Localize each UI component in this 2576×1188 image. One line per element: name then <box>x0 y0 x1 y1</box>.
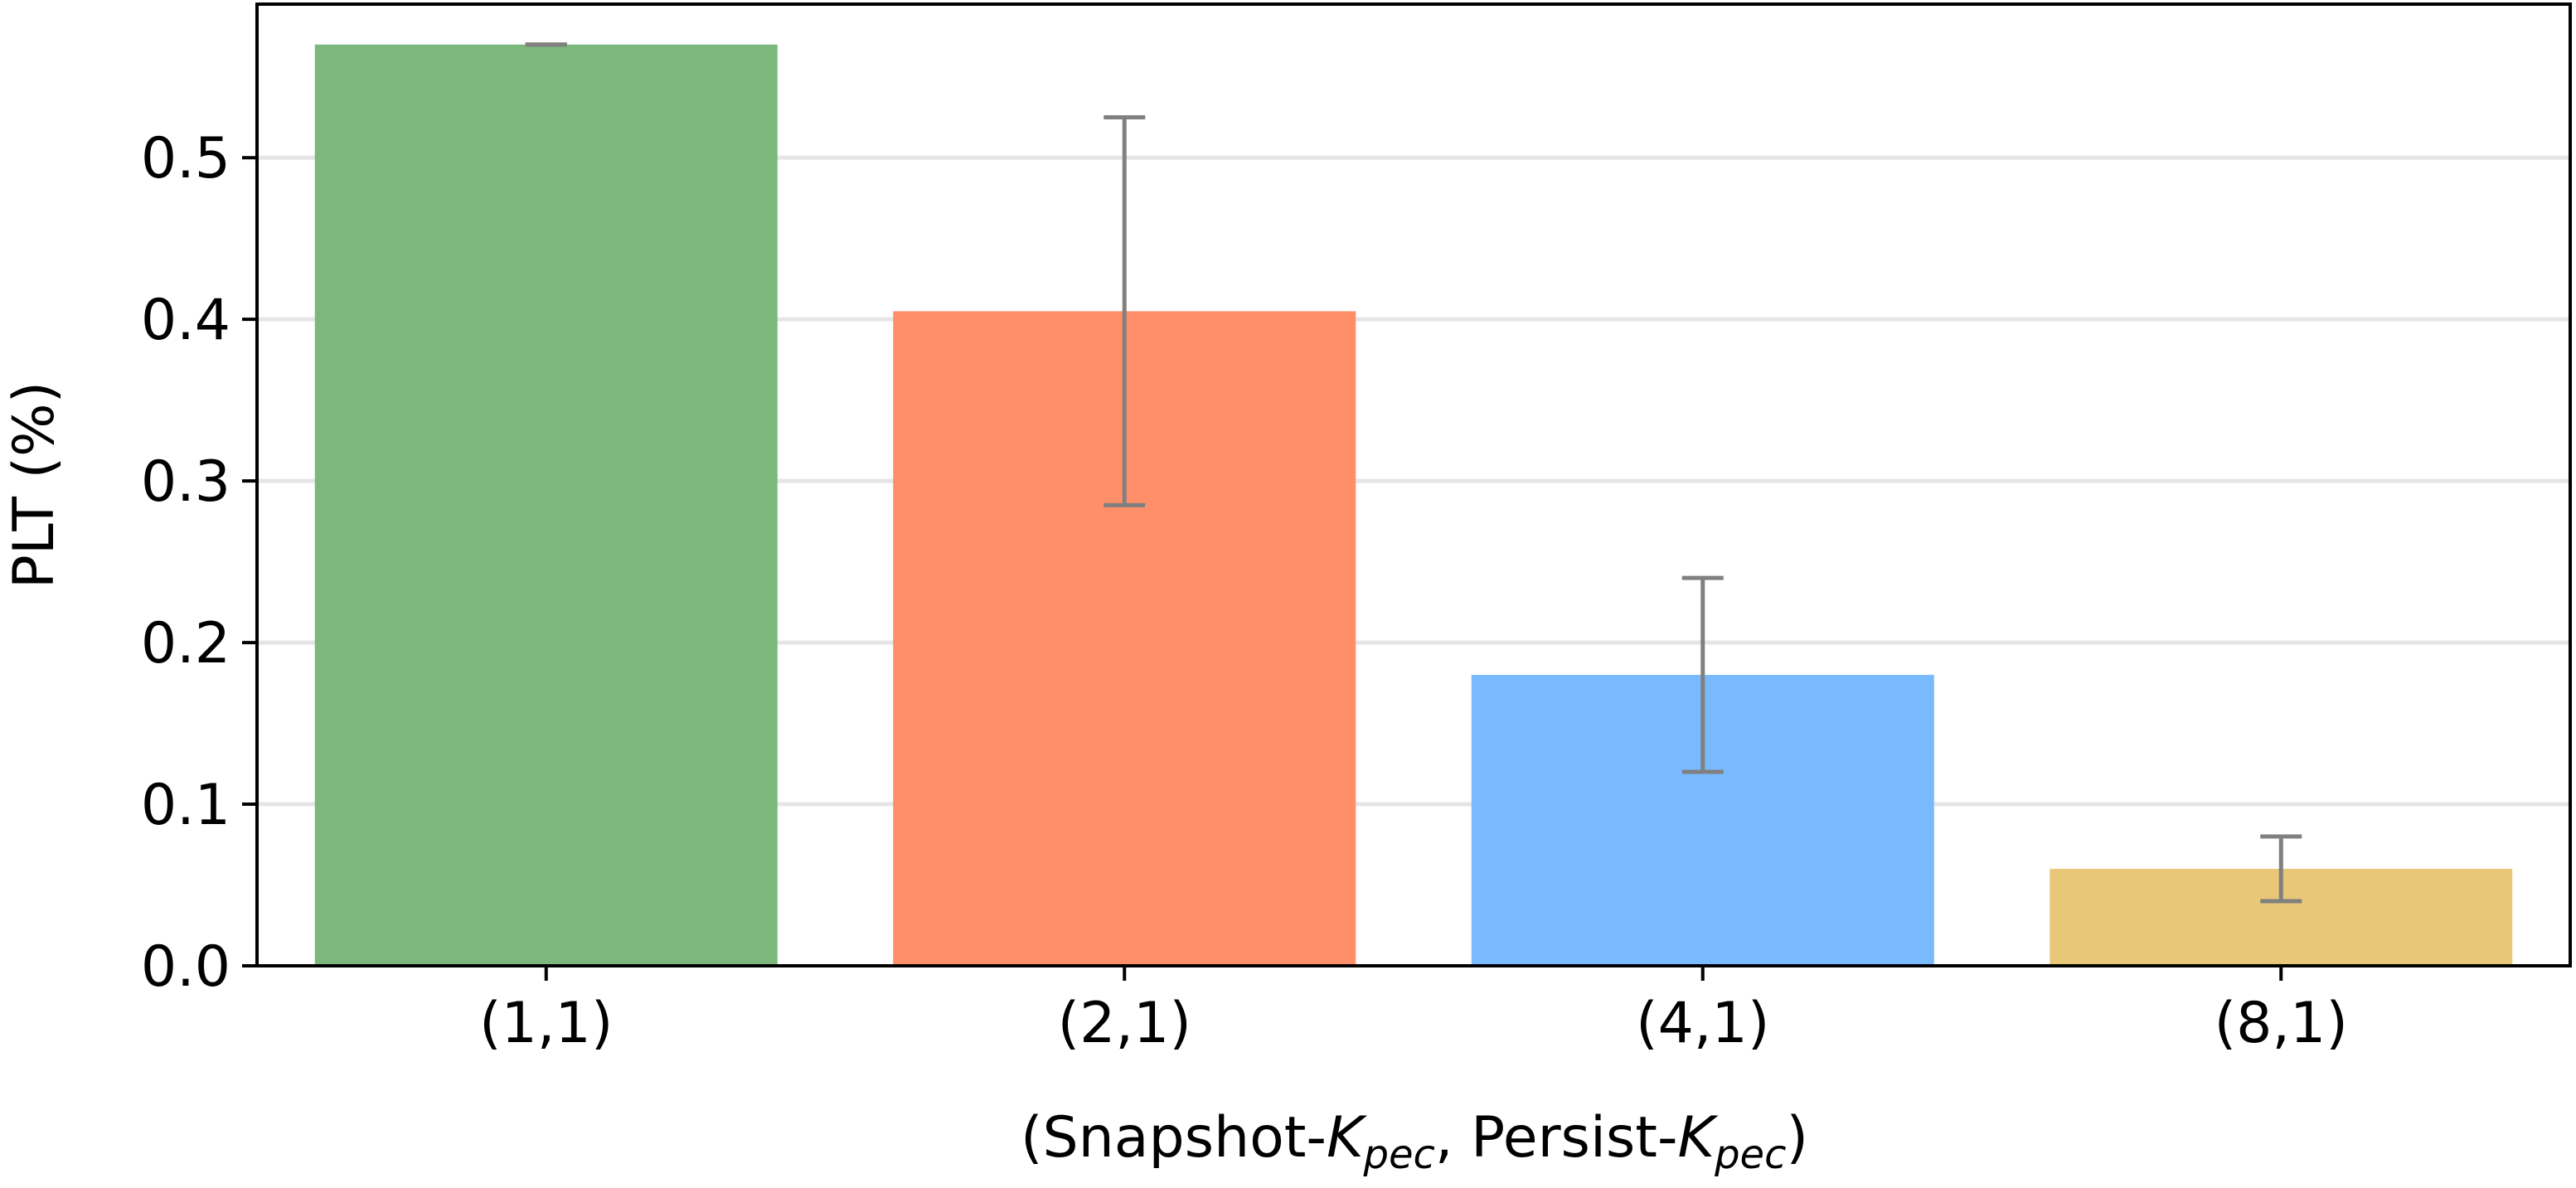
y-tick-label: 0.5 <box>141 126 230 192</box>
y-axis-label: PLT (%) <box>2 381 67 589</box>
x-axis-label: (Snapshot-Kpec, Persist-Kpec) <box>1021 1105 1808 1178</box>
y-tick-label: 0.4 <box>141 288 230 353</box>
error-bars <box>526 45 2302 901</box>
x-axis: (1,1) (2,1) (4,1) (8,1) <box>479 966 2348 1056</box>
y-tick-label: 0.1 <box>141 773 230 838</box>
y-tick-label: 0.0 <box>141 934 230 1000</box>
x-tick-label: (8,1) <box>2215 991 2348 1056</box>
x-tick-label: (2,1) <box>1058 991 1191 1056</box>
y-tick-label: 0.2 <box>141 611 230 676</box>
bar <box>315 45 778 966</box>
x-tick-label: (1,1) <box>479 991 613 1056</box>
bars <box>315 45 2513 966</box>
y-axis: 0.0 0.1 0.2 0.3 0.4 0.5 <box>141 126 257 1000</box>
y-tick-label: 0.3 <box>141 449 230 515</box>
x-tick-label: (4,1) <box>1636 991 1769 1056</box>
